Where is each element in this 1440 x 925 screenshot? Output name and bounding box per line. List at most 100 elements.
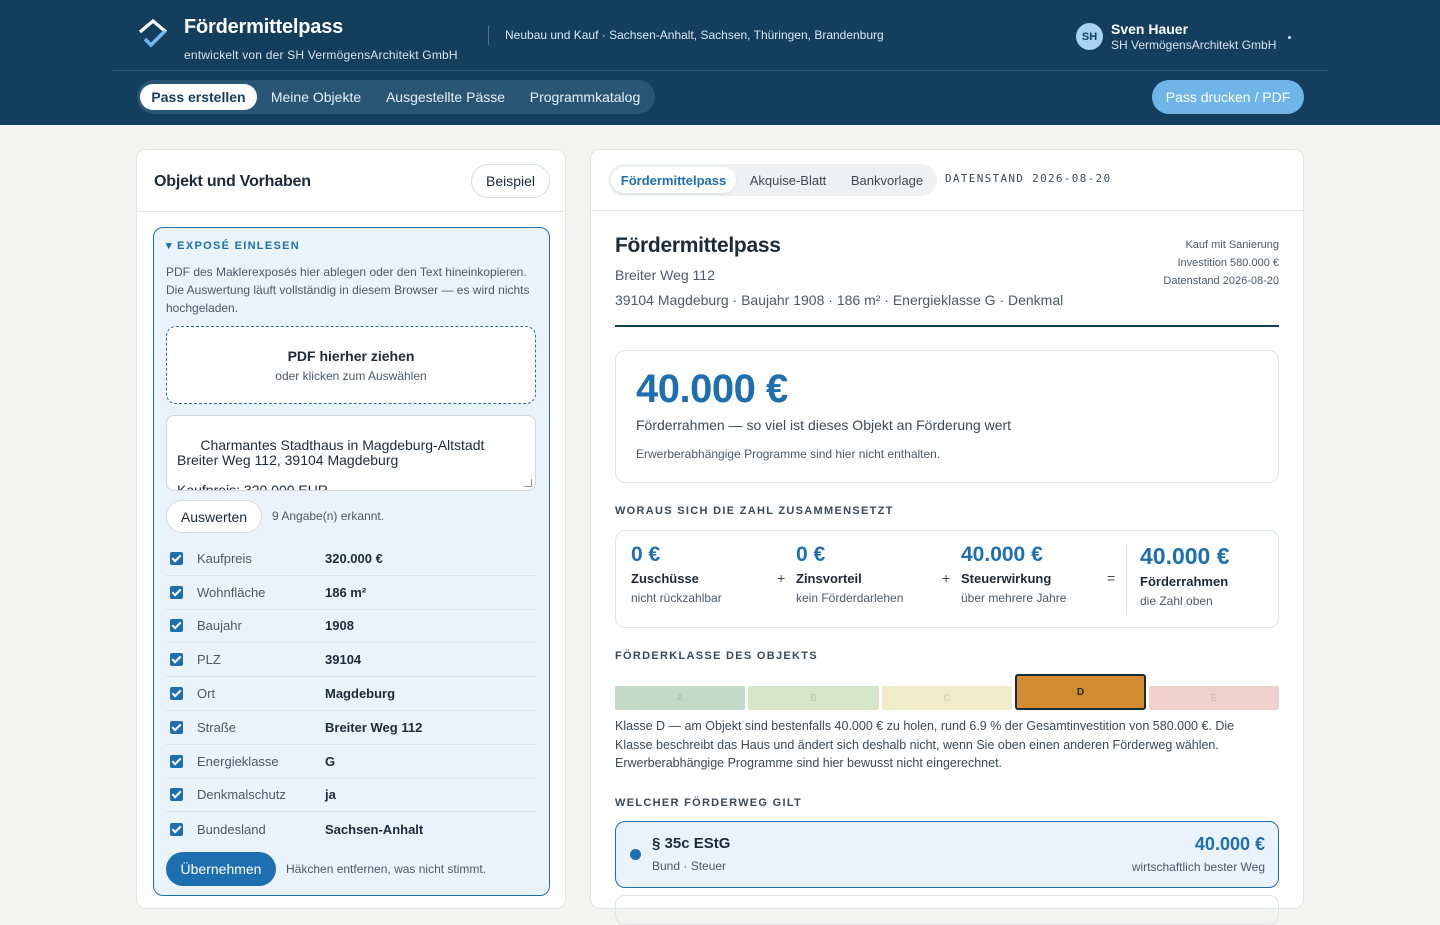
plus-operator: + <box>777 570 786 586</box>
user-menu-dot-icon[interactable] <box>1288 36 1291 39</box>
pass-panel: Fördermittelpass Akquise-Blatt Bankvorla… <box>590 149 1304 925</box>
expose-section: ▾ EXPOSÉ EINLESEN PDF des Maklerexposés … <box>153 227 550 896</box>
field-label: Kaufpreis <box>197 550 252 566</box>
avatar: SH <box>1076 23 1103 50</box>
panel-divider <box>591 210 1303 211</box>
extracted-fields: Kaufpreis 320.000 € Wohnfläche 186 m² Bauj… <box>166 542 536 846</box>
composition-sub: über mehrere Jahre <box>961 591 1067 605</box>
checkbox[interactable] <box>170 687 183 701</box>
header-divider <box>488 26 489 45</box>
result-sub: die Zahl oben <box>1140 594 1213 608</box>
apply-button[interactable]: Übernehmen <box>166 852 276 886</box>
composition-item: 40.000 € Steuerwirkung über mehrere Jahr… <box>961 543 1066 605</box>
field-label: Wohnfläche <box>197 584 266 600</box>
checkbox[interactable] <box>170 788 183 802</box>
checkbox[interactable] <box>170 551 183 565</box>
pdf-dropzone[interactable]: PDF hierher ziehen oder klicken zum Ausw… <box>166 326 536 404</box>
tab-meine-objekte[interactable]: Meine Objekte <box>270 89 362 105</box>
tab-programmkatalog[interactable]: Programmkatalog <box>529 89 641 105</box>
resize-handle-icon[interactable] <box>524 479 532 487</box>
klasse-segment-e: E <box>1149 686 1279 710</box>
field-value: Breiter Weg 112 <box>325 719 423 735</box>
composition-sub: kein Förderdarlehen <box>796 591 904 605</box>
field-value: 186 m² <box>325 584 367 600</box>
field-row: Ort Magdeburg <box>166 677 536 711</box>
pass-title: Fördermittelpass <box>615 234 781 257</box>
weg-value-note: wirtschaftlich bester Weg <box>1131 860 1265 874</box>
total-card: 40.000 € Förderrahmen — so viel ist dies… <box>615 350 1279 483</box>
pass-address: Breiter Weg 112 <box>615 267 715 283</box>
data-date: DATENSTAND 2026-08-20 <box>945 172 1112 185</box>
header-rule <box>112 70 1328 71</box>
field-label: Energieklasse <box>197 753 279 769</box>
field-label: Baujahr <box>197 618 242 634</box>
klasse-heading: FÖRDERKLASSE DES OBJEKTS <box>615 650 818 662</box>
panel-title: Objekt und Vorhaben <box>154 173 311 190</box>
total-value: 40.000 € <box>636 367 788 411</box>
klasse-segment-a: A <box>615 686 745 710</box>
field-value: Magdeburg <box>325 686 396 702</box>
field-value: 320.000 € <box>325 550 383 566</box>
composition-divider <box>1126 544 1127 614</box>
tab-akquise-blatt[interactable]: Akquise-Blatt <box>749 172 827 188</box>
weg-title: § 35c EStG <box>652 835 731 852</box>
composition-item: 0 € Zinsvorteil kein Förderdarlehen <box>796 543 903 605</box>
total-note: Erwerberabhängige Programme sind hier ni… <box>636 447 941 461</box>
field-row: PLZ 39104 <box>166 643 536 678</box>
field-value: ja <box>325 787 336 803</box>
checkbox[interactable] <box>170 653 183 667</box>
checkbox[interactable] <box>170 754 183 768</box>
tab-ausgestellte-paesse[interactable]: Ausgestellte Pässe <box>385 89 506 105</box>
composition-value: 0 € <box>796 543 826 566</box>
composition-label: Zuschüsse <box>631 571 699 586</box>
pass-meta: 39104 Magdeburg · Baujahr 1908 · 186 m² … <box>615 292 1064 308</box>
example-button[interactable]: Beispiel <box>471 164 550 198</box>
field-label: Bundesland <box>197 821 266 837</box>
composition-label: Zinsvorteil <box>796 571 862 586</box>
tab-pass-erstellen[interactable]: Pass erstellen <box>140 84 257 110</box>
expose-description: PDF des Maklerexposés hier ablegen oder … <box>166 265 530 315</box>
field-value: 1908 <box>325 618 354 634</box>
tab-bankvorlage[interactable]: Bankvorlage <box>850 172 924 188</box>
klasse-segment-b: B <box>748 686 879 710</box>
checkbox[interactable] <box>170 585 183 599</box>
tab-foerdermittelpass[interactable]: Fördermittelpass <box>611 167 736 193</box>
user-name: Sven Hauer <box>1111 21 1189 37</box>
expose-toggle[interactable]: ▾ EXPOSÉ EINLESEN <box>166 240 300 252</box>
field-row: Baujahr 1908 <box>166 610 536 644</box>
found-count: 9 Angabe(n) erkannt. <box>272 509 385 523</box>
pass-side-line: Investition 580.000 € <box>1177 257 1279 269</box>
brand[interactable]: Fördermittelpass entwickelt von der SH V… <box>137 16 458 62</box>
field-row: Wohnfläche 186 m² <box>166 576 536 610</box>
klasse-explanation: Klasse D — am Objekt sind bestenfalls 40… <box>615 719 1235 770</box>
radio-selected-icon[interactable] <box>630 849 641 860</box>
user-company: SH VermögensArchitekt GmbH <box>1111 38 1277 52</box>
pass-side-line: Kauf mit Sanierung <box>1185 239 1279 251</box>
app-title: Fördermittelpass <box>184 16 344 38</box>
field-value: 39104 <box>325 652 362 668</box>
composition-value: 0 € <box>631 543 661 566</box>
app-subtitle: entwickelt von der SH VermögensArchitekt… <box>184 48 458 62</box>
checkbox[interactable] <box>170 720 183 734</box>
weg-subtitle: Bund · Steuer <box>652 859 727 873</box>
user-menu[interactable]: SH Sven Hauer SH VermögensArchitekt GmbH <box>1076 21 1276 52</box>
klasse-segment-c: C <box>882 686 1012 710</box>
expose-textarea[interactable]: Charmantes Stadthaus in Magdeburg-Altsta… <box>166 415 536 491</box>
checkbox[interactable] <box>170 822 183 836</box>
plus-operator: + <box>942 570 951 586</box>
klasse-segment-d: D <box>1015 674 1146 710</box>
weg-option[interactable]: § 35c EStG Bund · Steuer 40.000 € wirtsc… <box>615 821 1279 888</box>
weg-heading: WELCHER FÖRDERWEG GILT <box>615 797 803 809</box>
composition-heading: WORAUS SICH DIE ZAHL ZUSAMMENSETZT <box>615 505 894 517</box>
evaluate-button[interactable]: Auswerten <box>166 500 262 533</box>
equals-operator: = <box>1107 570 1116 586</box>
result-label: Förderrahmen <box>1140 574 1229 589</box>
composition-card: 0 € Zuschüsse nicht rückzahlbar + 0 € Zi… <box>615 530 1279 628</box>
apply-hint: Häkchen entfernen, was nicht stimmt. <box>286 862 487 876</box>
print-pdf-button[interactable]: Pass drucken / PDF <box>1152 80 1304 114</box>
checkbox[interactable] <box>170 619 183 633</box>
view-tabs: Fördermittelpass Akquise-Blatt Bankvorla… <box>608 164 937 196</box>
klasse-scale: A B C D E <box>615 673 1279 713</box>
main-nav: Pass erstellen Meine Objekte Ausgestellt… <box>137 80 655 114</box>
object-panel: Objekt und Vorhaben Beispiel ▾ EXPOSÉ EI… <box>136 149 566 909</box>
